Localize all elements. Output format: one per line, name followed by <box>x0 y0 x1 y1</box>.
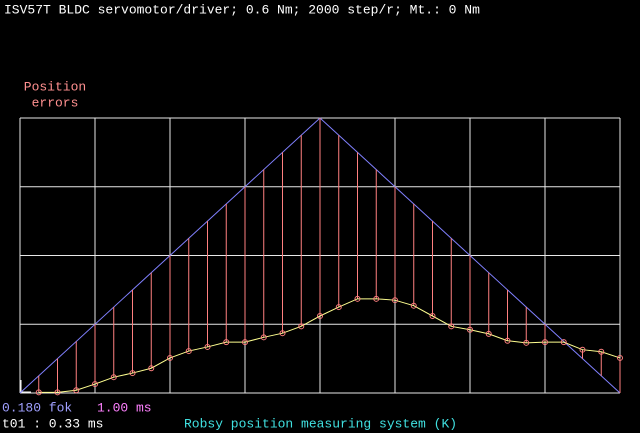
title: ISV57T BLDC servomotor/driver; 0.6 Nm; 2… <box>4 2 480 17</box>
measured-point <box>373 295 380 302</box>
y-label: Position <box>24 79 86 94</box>
measured-point <box>617 354 623 361</box>
measured-point <box>542 339 548 346</box>
y-label: errors <box>32 95 79 110</box>
status-period: 1.00 ms <box>97 400 152 415</box>
measured-point <box>129 370 136 377</box>
measured-point <box>429 313 436 319</box>
measured-point <box>73 387 80 394</box>
measured-point <box>298 323 305 330</box>
measured-point <box>523 339 530 346</box>
measured-point <box>185 348 192 355</box>
measured-point <box>410 302 417 309</box>
measured-point <box>110 374 117 381</box>
measured-point <box>560 339 567 346</box>
measured-point <box>485 330 492 337</box>
measured-point <box>579 346 586 353</box>
measured-point <box>167 354 173 361</box>
measured-point <box>223 339 230 346</box>
measured-point <box>354 295 361 302</box>
measured-point <box>448 323 455 330</box>
measured-point <box>35 389 42 396</box>
measured-point <box>260 334 267 341</box>
measured-point <box>242 339 248 346</box>
measured-point <box>504 337 511 344</box>
measured-point <box>92 381 98 388</box>
status-t01: t01 : 0.33 ms <box>2 416 103 431</box>
status-factor: 0.180 fok <box>2 400 72 415</box>
measured-point <box>335 304 342 311</box>
measured-point <box>467 326 473 333</box>
measured-point <box>317 313 323 319</box>
measured-line <box>38 298 621 393</box>
measured-point <box>279 330 286 337</box>
measured-point <box>148 365 155 372</box>
measured-point <box>598 348 605 355</box>
status-system: Robsy position measuring system (K) <box>184 416 457 431</box>
measured-point <box>54 389 61 396</box>
measured-point <box>392 297 398 304</box>
measured-point <box>204 343 211 350</box>
